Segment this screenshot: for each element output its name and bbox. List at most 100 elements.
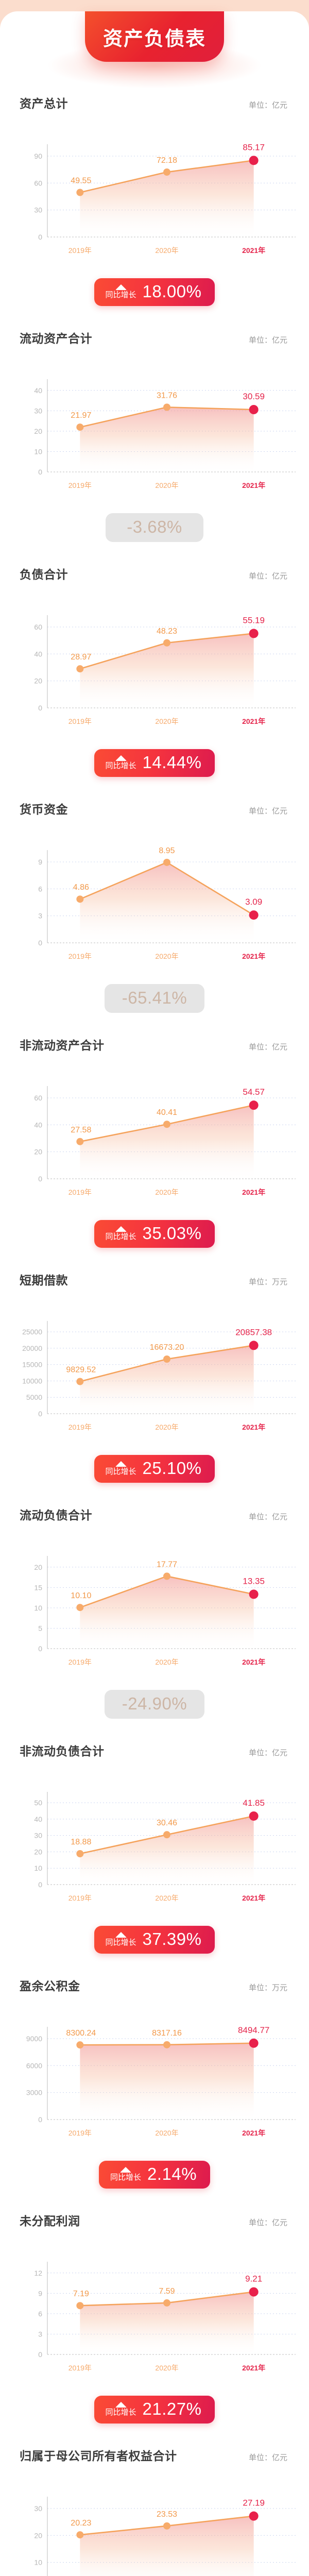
x-axis-tick-label: 2020年 xyxy=(155,481,179,489)
x-axis: 2019年 2020年 2021年 xyxy=(0,480,309,494)
x-axis-tick-label: 2019年 xyxy=(68,717,92,725)
x-axis: 2019年 2020年 2021年 xyxy=(0,1422,309,1435)
y-axis-tick-label: 30 xyxy=(34,206,42,214)
y-axis-tick-label: 6 xyxy=(38,2310,42,2318)
x-axis-tick-label: 2020年 xyxy=(155,2129,179,2137)
y-axis-tick-label: 3 xyxy=(38,2330,42,2338)
y-axis-tick-label: 9000 xyxy=(26,2035,42,2043)
metric-area-chart: 0 20 40 60 28.97 48.23 55.19 xyxy=(34,615,296,712)
chart-area-fill xyxy=(80,1816,254,1885)
data-point-label: 8317.16 xyxy=(152,2029,182,2038)
data-point xyxy=(76,1604,84,1612)
section-header: 未分配利润 单位：亿元 xyxy=(0,2211,309,2229)
header-banner: 资产负债表 xyxy=(85,11,224,62)
y-axis-tick-label: 0 xyxy=(38,1410,42,1418)
data-point-label: 48.23 xyxy=(157,627,177,636)
data-point-current xyxy=(249,629,259,638)
chart-area-fill xyxy=(80,862,254,943)
data-point-label: 16673.20 xyxy=(150,1343,184,1352)
y-axis-tick-label: 3000 xyxy=(26,2089,42,2097)
y-axis-tick-label: 40 xyxy=(34,386,42,395)
y-axis-tick-label: 20 xyxy=(34,2531,42,2539)
chart-container: 0 20 40 60 28.97 48.23 55.19 xyxy=(0,596,309,715)
y-axis-tick-label: 3 xyxy=(38,912,42,920)
x-axis: 2019年 2020年 2021年 xyxy=(0,716,309,730)
y-axis-tick-label: 0 xyxy=(38,2115,42,2124)
data-point-current xyxy=(249,1589,259,1599)
growth-badge-row: 同比增长 37.39% xyxy=(0,1926,309,1954)
header-banner-wrap: 资产负债表 xyxy=(0,11,309,89)
y-axis-tick-label: 25000 xyxy=(22,1328,42,1336)
growth-badge-value: 35.03% xyxy=(142,1224,202,1243)
metric-title: 货币资金 xyxy=(20,803,68,816)
section-header: 资产总计 单位：亿元 xyxy=(0,94,309,111)
metric-title: 非流动负债合计 xyxy=(20,1744,105,1758)
x-axis: 2019年 2020年 2021年 xyxy=(0,2128,309,2141)
y-axis-tick-label: 30 xyxy=(34,2504,42,2513)
data-point xyxy=(76,189,84,196)
data-point xyxy=(76,1378,84,1385)
metric-section: 非流动负债合计 单位：亿元 0 10 20 30 40 50 18.88 30.46 41.85 20… xyxy=(0,1741,309,1956)
data-point-label: 10.10 xyxy=(71,1591,91,1600)
metric-title: 盈余公积金 xyxy=(20,1979,80,1993)
data-point-label: 8300.24 xyxy=(66,2029,96,2038)
growth-badge-positive: 同比增长 14.44% xyxy=(94,749,215,777)
section-header: 流动资产合计 单位：亿元 xyxy=(0,329,309,346)
growth-badge-value: 25.10% xyxy=(142,1459,202,1478)
growth-badge-word: 同比增长 xyxy=(105,2408,136,2417)
y-axis-tick-label: 12 xyxy=(34,2269,42,2277)
data-point-label: 27.19 xyxy=(243,2498,265,2508)
growth-badge-negative: -24.90% xyxy=(104,1690,205,1719)
x-axis-tick-label: 2020年 xyxy=(155,2364,179,2372)
sections-container: 资产总计 单位：亿元 0 30 60 90 49.55 72.18 85.17 2019年 2020… xyxy=(0,94,309,2576)
growth-badge-value: 21.27% xyxy=(142,2399,202,2418)
triangle-up-icon xyxy=(115,1226,127,1232)
x-axis: 2019年 2020年 2021年 xyxy=(0,2363,309,2376)
data-point-label: 85.17 xyxy=(243,142,265,152)
metric-unit-label: 单位：亿元 xyxy=(248,1513,287,1521)
metric-area-chart: 0 3 6 9 12 7.19 7.59 9.21 xyxy=(34,2262,296,2359)
y-axis-tick-label: 40 xyxy=(34,1121,42,1129)
x-axis-tick-label: 2021年 xyxy=(242,717,266,725)
y-axis-tick-label: 5000 xyxy=(26,1393,42,1401)
x-axis-tick-label: 2019年 xyxy=(68,1894,92,1902)
growth-badge-left: 同比增长 xyxy=(110,2167,141,2181)
triangle-up-icon xyxy=(115,2402,127,2408)
growth-badge-value: 37.39% xyxy=(142,1929,202,1948)
growth-badge-value: -65.41% xyxy=(122,988,187,1007)
growth-badge-positive: 同比增长 21.27% xyxy=(94,2396,215,2424)
section-header: 货币资金 单位：亿元 xyxy=(0,800,309,817)
x-axis: 2019年 2020年 2021年 xyxy=(0,951,309,964)
x-axis-tick-label: 2021年 xyxy=(242,2129,266,2137)
data-point-label: 21.97 xyxy=(71,411,91,420)
x-axis-tick-label: 2020年 xyxy=(155,246,179,255)
metric-title: 资产总计 xyxy=(20,97,68,110)
data-point xyxy=(163,2299,170,2307)
data-point-label: 27.58 xyxy=(71,1126,91,1134)
data-point xyxy=(76,423,84,431)
y-axis-tick-label: 5 xyxy=(38,1624,42,1632)
data-point-label: 9829.52 xyxy=(66,1366,96,1375)
triangle-up-icon xyxy=(115,755,127,761)
metric-section: 资产总计 单位：亿元 0 30 60 90 49.55 72.18 85.17 2019年 2020… xyxy=(0,94,309,308)
metric-section: 非流动资产合计 单位：亿元 0 20 40 60 27.58 40.41 54.57 2019年 2… xyxy=(0,1036,309,1250)
chart-container: 0 3000 6000 9000 8300.24 8317.16 8494.77 xyxy=(0,2007,309,2127)
y-axis-tick-label: 20 xyxy=(34,1148,42,1156)
data-point-current xyxy=(249,1811,259,1821)
growth-badge-row: -3.68% xyxy=(0,513,309,542)
chart-container: 0 20 40 60 27.58 40.41 54.57 xyxy=(0,1066,309,1186)
data-point-current xyxy=(249,2287,259,2297)
x-axis-tick-label: 2021年 xyxy=(242,1658,266,1666)
y-axis-tick-label: 20 xyxy=(34,1848,42,1856)
data-point-label: 54.57 xyxy=(243,1087,265,1097)
y-axis-tick-label: 30 xyxy=(34,1832,42,1840)
x-axis-tick-label: 2019年 xyxy=(68,246,92,255)
growth-badge-left: 同比增长 xyxy=(106,1226,136,1241)
y-axis-tick-label: 40 xyxy=(34,1815,42,1823)
data-point-label: 13.35 xyxy=(243,1576,265,1586)
chart-container: 0 3 6 9 12 7.19 7.59 9.21 xyxy=(0,2242,309,2362)
y-axis-tick-label: 20 xyxy=(34,677,42,685)
triangle-up-icon xyxy=(115,1932,127,1938)
data-point-current xyxy=(249,910,259,920)
metric-title: 未分配利润 xyxy=(20,2214,80,2228)
